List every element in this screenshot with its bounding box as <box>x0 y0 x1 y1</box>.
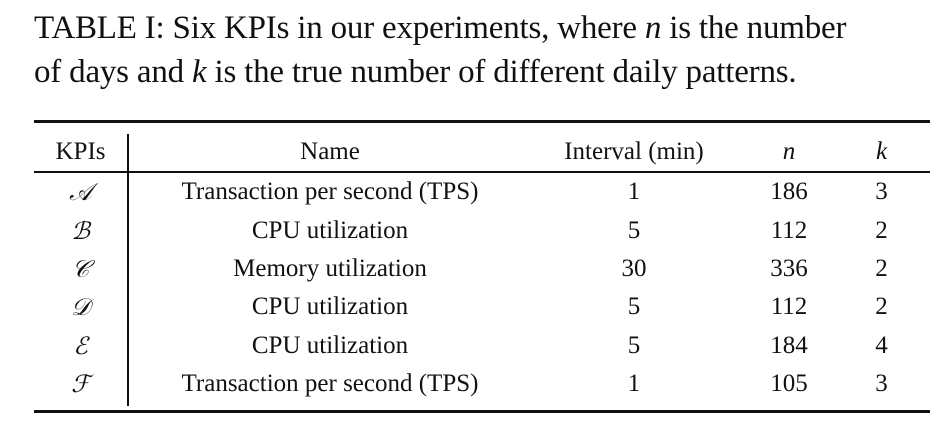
top-rule <box>34 120 930 123</box>
header-name: Name <box>300 138 360 165</box>
header-k: k <box>875 138 888 165</box>
table-header-row: KPIs Name Interval (min) n k <box>34 133 930 171</box>
kpi-name: Transaction per second (TPS) <box>181 370 479 397</box>
kpi-k: 2 <box>875 255 888 282</box>
caption-line-1: TABLE I: Six KPIs in our experiments, wh… <box>34 6 934 50</box>
kpi-name: CPU utilization <box>251 217 409 244</box>
kpi-interval: 5 <box>627 332 641 359</box>
kpi-name: CPU utilization <box>251 293 409 320</box>
kpi-k: 4 <box>875 332 888 359</box>
kpi-n: 112 <box>770 217 808 244</box>
header-rule <box>34 171 930 173</box>
header-interval: Interval (min) <box>564 138 704 165</box>
kpi-k: 3 <box>875 370 888 397</box>
header-kpis: KPIs <box>55 138 106 165</box>
kpi-name: CPU utilization <box>251 332 409 359</box>
table-row: 𝒞 Memory utilization 30 336 2 <box>34 250 930 288</box>
kpi-n: 112 <box>770 293 808 320</box>
table-row: ℬ CPU utilization 5 112 2 <box>34 212 930 250</box>
caption-text: is the number <box>661 10 847 46</box>
caption-text: is the true number of different daily pa… <box>206 54 797 90</box>
table-row: 𝒟 CPU utilization 5 112 2 <box>34 288 930 326</box>
caption-var-k: k <box>191 54 207 90</box>
kpi-n: 105 <box>770 370 808 397</box>
table-row: ℱ Transaction per second (TPS) 1 105 3 <box>34 365 930 403</box>
kpi-n: 186 <box>770 178 808 205</box>
caption-text: Six KPIs in our experiments, where <box>172 10 645 46</box>
kpi-interval: 1 <box>627 370 641 397</box>
kpi-symbol: 𝒟 <box>70 293 91 321</box>
kpi-interval: 5 <box>627 293 641 320</box>
caption-text: of days and <box>34 54 192 90</box>
kpi-symbol: 𝒞 <box>71 255 90 283</box>
kpi-k: 2 <box>875 293 888 320</box>
kpi-k: 3 <box>875 178 888 205</box>
kpi-symbol: ℱ <box>71 370 90 398</box>
column-divider <box>127 134 129 406</box>
caption-line-2: of days and k is the true number of diff… <box>34 50 934 94</box>
caption-var-n: n <box>644 10 662 46</box>
kpi-n: 184 <box>770 332 808 359</box>
kpi-name: Memory utilization <box>233 255 427 282</box>
kpi-k: 2 <box>875 217 888 244</box>
table-row: 𝒜 Transaction per second (TPS) 1 186 3 <box>34 173 930 211</box>
header-n: n <box>782 138 796 165</box>
kpi-name: Transaction per second (TPS) <box>181 178 479 205</box>
kpi-interval: 5 <box>627 217 641 244</box>
bottom-rule <box>34 410 930 413</box>
table-caption: TABLE I: Six KPIs in our experiments, wh… <box>34 6 934 94</box>
kpi-interval: 30 <box>621 255 647 282</box>
table-row: ℰ CPU utilization 5 184 4 <box>34 327 930 365</box>
kpi-interval: 1 <box>627 178 641 205</box>
kpi-symbol: ℬ <box>71 217 90 245</box>
kpi-n: 336 <box>770 255 808 282</box>
caption-label: TABLE I: <box>34 10 165 46</box>
kpi-symbol: ℰ <box>73 332 88 360</box>
kpi-symbol: 𝒜 <box>69 178 92 206</box>
